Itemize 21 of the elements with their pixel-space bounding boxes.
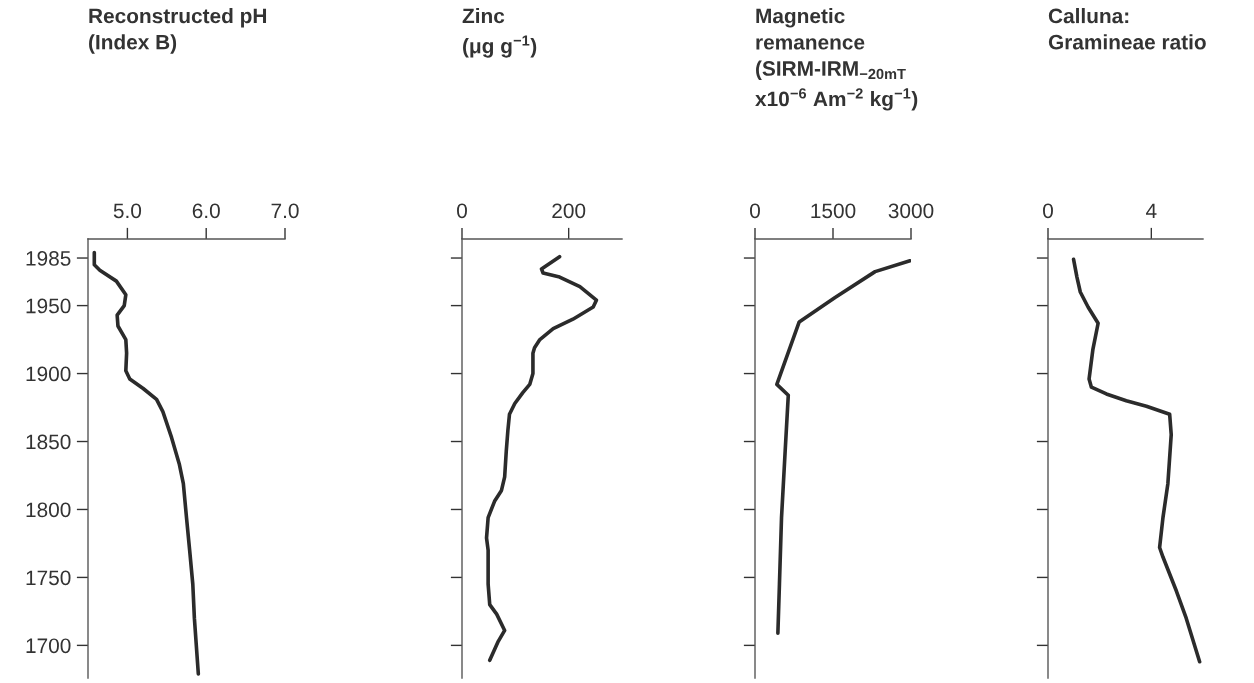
x-tick-label: 0 bbox=[457, 203, 467, 219]
chart-title: Magnetic remanence (SIRM-IRM$_{−20mT}$ x10$^{−6}$ Am$^{−2}$ kg$^{−1}$) bbox=[755, 8, 918, 111]
y-tick-label: 1700 bbox=[26, 638, 71, 654]
x-tick-label: 7.0 bbox=[271, 203, 299, 219]
y-tick-label: 1985 bbox=[26, 251, 71, 266]
x-tick-label: 0 bbox=[750, 203, 760, 219]
chart-title: Calluna: Gramineae ratio bbox=[1048, 8, 1206, 50]
chart-title: Reconstructed pH (Index B) bbox=[89, 8, 267, 54]
x-tick-label: 0 bbox=[1043, 203, 1053, 219]
y-tick-label: 1950 bbox=[26, 298, 71, 314]
y-tick-label: 1750 bbox=[26, 570, 71, 586]
x-tick-label: 1500 bbox=[811, 203, 856, 219]
x-tick-label: 4 bbox=[1146, 203, 1157, 219]
y-tick-label: 1850 bbox=[26, 434, 71, 450]
x-tick-label: 200 bbox=[552, 203, 586, 219]
x-tick-label: 6.0 bbox=[192, 203, 220, 219]
x-tick-label: 5.0 bbox=[113, 203, 142, 219]
y-tick-label: 1900 bbox=[26, 366, 71, 382]
x-tick-label: 3000 bbox=[888, 203, 934, 219]
y-tick-label: 1800 bbox=[26, 502, 71, 518]
chart-title: Zinc (μg g$^{−1}$) bbox=[462, 8, 537, 58]
